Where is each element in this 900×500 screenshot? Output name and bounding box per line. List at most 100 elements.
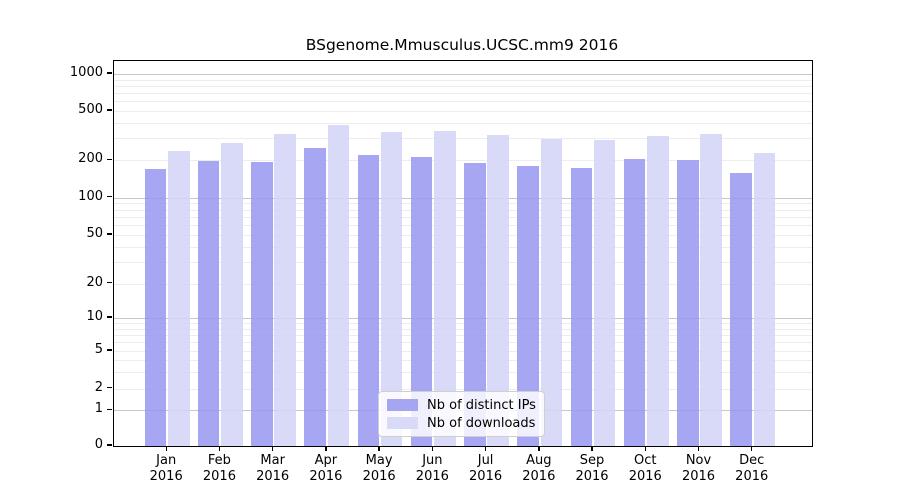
x-tick-label-jul: Jul 2016 bbox=[469, 453, 503, 484]
bar-downloads-sep bbox=[593, 139, 616, 446]
y-tick-mark-1000 bbox=[107, 72, 112, 74]
plot-area bbox=[113, 60, 813, 447]
gridline-minor-800 bbox=[114, 85, 812, 87]
bar-distinct-ips-oct bbox=[623, 158, 646, 446]
y-tick-label-1000: 1000 bbox=[69, 65, 103, 80]
gridline-minor-8 bbox=[114, 328, 812, 330]
y-tick-mark-200 bbox=[107, 158, 112, 160]
gridline-minor-700 bbox=[114, 93, 812, 95]
y-tick-label-1: 1 bbox=[94, 401, 103, 417]
bar-downloads-jan bbox=[168, 150, 190, 446]
y-tick-mark-10 bbox=[107, 316, 112, 318]
y-tick-label-50: 50 bbox=[86, 226, 103, 241]
gridline-minor-300 bbox=[114, 138, 812, 140]
bar-downloads-dec bbox=[753, 152, 776, 446]
y-tick-label-20: 20 bbox=[86, 274, 103, 290]
y-tick-mark-1 bbox=[107, 408, 112, 410]
y-tick-label-10: 10 bbox=[86, 309, 103, 324]
bar-downloads-jun bbox=[434, 130, 456, 446]
x-tick-label-oct: Oct 2016 bbox=[628, 453, 662, 484]
bar-downloads-jul bbox=[487, 135, 509, 446]
bar-distinct-ips-apr bbox=[304, 147, 326, 446]
x-tick-mark-dec bbox=[751, 446, 753, 452]
gridline-minor-20 bbox=[114, 283, 812, 285]
y-tick-mark-20 bbox=[107, 282, 112, 284]
bar-downloads-feb bbox=[221, 142, 243, 446]
bar-downloads-aug bbox=[540, 138, 563, 446]
gridline-minor-40 bbox=[114, 246, 812, 248]
gridline-minor-70 bbox=[114, 216, 812, 218]
gridline-minor-90 bbox=[114, 203, 812, 205]
gridline-minor-9 bbox=[114, 323, 812, 325]
gridline-minor-5 bbox=[114, 351, 812, 352]
bar-downloads-mar bbox=[274, 134, 296, 446]
x-tick-label-feb: Feb 2016 bbox=[202, 453, 236, 484]
bar-distinct-ips-aug bbox=[517, 165, 539, 446]
gridline-minor-6 bbox=[114, 342, 812, 344]
gridline-minor-400 bbox=[114, 123, 812, 124]
y-tick-mark-50 bbox=[107, 233, 112, 235]
gridline-minor-3 bbox=[114, 372, 812, 374]
bar-distinct-ips-may bbox=[357, 155, 380, 446]
x-tick-label-may: May 2016 bbox=[362, 453, 396, 484]
y-tick-mark-2 bbox=[107, 387, 112, 389]
bar-distinct-ips-jan bbox=[144, 169, 167, 446]
gridline-minor-600 bbox=[114, 101, 812, 103]
x-tick-label-apr: Apr 2016 bbox=[309, 453, 343, 484]
bar-distinct-ips-nov bbox=[677, 160, 699, 446]
x-tick-mark-sep bbox=[591, 446, 593, 452]
x-tick-mark-apr bbox=[325, 446, 327, 452]
legend-item-distinct-ips: Nb of distinct IPs bbox=[387, 398, 536, 413]
x-tick-label-sep: Sep 2016 bbox=[575, 453, 609, 484]
y-tick-label-500: 500 bbox=[78, 102, 103, 117]
legend-item-downloads: Nb of downloads bbox=[387, 416, 536, 431]
y-tick-label-200: 200 bbox=[78, 151, 103, 167]
y-tick-mark-0 bbox=[107, 444, 112, 446]
x-tick-label-jun: Jun 2016 bbox=[415, 453, 449, 484]
gridline-major-1000 bbox=[114, 74, 812, 75]
chart-title: BSgenome.Mmusculus.UCSC.mm9 2016 bbox=[305, 36, 619, 54]
x-tick-mark-aug bbox=[538, 446, 540, 452]
x-tick-mark-oct bbox=[644, 446, 646, 452]
legend-label-distinct-ips: Nb of distinct IPs bbox=[427, 397, 536, 413]
gridline-major-100 bbox=[114, 197, 812, 199]
bar-distinct-ips-dec bbox=[730, 172, 752, 446]
legend-box: Nb of distinct IPs Nb of downloads bbox=[378, 391, 545, 437]
bar-distinct-ips-feb bbox=[197, 160, 220, 446]
gridline-minor-50 bbox=[114, 235, 812, 236]
legend-swatch-downloads bbox=[387, 417, 418, 429]
y-tick-label-2: 2 bbox=[94, 379, 103, 395]
gridline-minor-500 bbox=[114, 111, 812, 112]
bar-distinct-ips-jun bbox=[410, 156, 433, 446]
y-tick-label-100: 100 bbox=[78, 188, 103, 204]
gridline-minor-200 bbox=[114, 160, 812, 162]
x-tick-mark-jun bbox=[431, 446, 434, 452]
x-tick-label-jan: Jan 2016 bbox=[149, 453, 183, 484]
gridline-minor-60 bbox=[114, 225, 812, 227]
gridline-minor-30 bbox=[114, 262, 812, 264]
x-tick-mark-jul bbox=[484, 446, 487, 452]
x-tick-label-nov: Nov 2016 bbox=[681, 453, 716, 484]
bar-distinct-ips-mar bbox=[251, 161, 273, 446]
y-tick-mark-100 bbox=[107, 195, 112, 198]
gridline-minor-7 bbox=[114, 334, 812, 336]
x-tick-mark-may bbox=[378, 446, 380, 452]
x-tick-label-aug: Aug 2016 bbox=[522, 453, 556, 484]
x-tick-mark-mar bbox=[271, 446, 274, 452]
bar-downloads-nov bbox=[700, 134, 722, 446]
gridline-major-10 bbox=[114, 318, 812, 319]
y-tick-label-0: 0 bbox=[94, 437, 103, 452]
y-tick-label-5: 5 bbox=[94, 342, 103, 357]
x-tick-mark-feb bbox=[218, 446, 221, 452]
legend-swatch-distinct-ips bbox=[387, 399, 418, 411]
y-tick-mark-500 bbox=[107, 109, 112, 111]
x-tick-mark-nov bbox=[697, 446, 700, 452]
legend-label-downloads: Nb of downloads bbox=[427, 415, 536, 431]
x-tick-mark-jan bbox=[165, 446, 167, 452]
gridline-minor-2 bbox=[114, 388, 812, 390]
bar-distinct-ips-sep bbox=[570, 168, 593, 446]
x-tick-label-mar: Mar 2016 bbox=[256, 453, 290, 484]
y-tick-mark-5 bbox=[107, 349, 112, 351]
x-tick-label-dec: Dec 2016 bbox=[735, 453, 769, 484]
